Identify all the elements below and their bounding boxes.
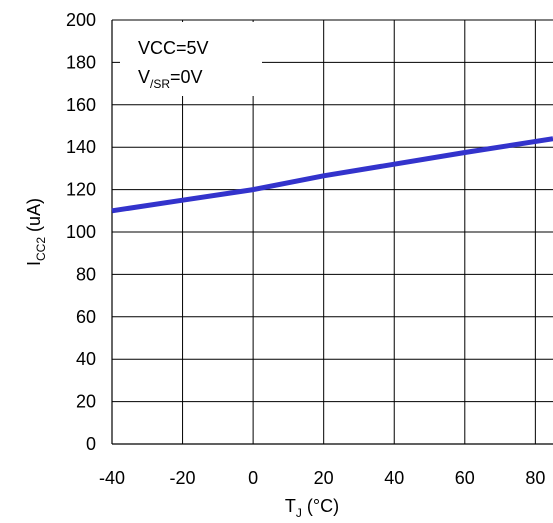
x-axis-label: TJ (°C) — [285, 496, 339, 520]
x-tick-label: 60 — [455, 468, 475, 488]
y-tick-label: 100 — [66, 222, 96, 242]
y-axis-ticks: 0 20 40 60 80 100 120 140 160 180 200 — [66, 10, 96, 454]
y-tick-label: 60 — [76, 307, 96, 327]
y-tick-label: 140 — [66, 137, 96, 157]
series-layer — [111, 136, 553, 214]
x-tick-label: 0 — [248, 468, 258, 488]
x-axis-ticks: -40 -20 0 20 40 60 80 — [99, 468, 545, 488]
annotation-box — [120, 22, 262, 96]
series-line-0 — [111, 136, 553, 214]
y-tick-label: 20 — [76, 392, 96, 412]
y-tick-label: 40 — [76, 349, 96, 369]
x-tick-label: -20 — [170, 468, 196, 488]
annotation-line-1: VCC=5V — [138, 38, 209, 58]
x-tick-label: 80 — [525, 468, 545, 488]
plot-frame — [111, 20, 553, 445]
y-tick-label: 80 — [76, 264, 96, 284]
grid — [112, 19, 553, 444]
y-tick-label: 200 — [66, 10, 96, 30]
x-tick-label: 20 — [314, 468, 334, 488]
y-tick-label: 160 — [66, 95, 96, 115]
y-axis-label: ICC2 (uA) — [24, 198, 48, 266]
annotation-line-2: V/SR=0V — [138, 67, 203, 91]
x-tick-label: -40 — [99, 468, 125, 488]
y-tick-label: 120 — [66, 180, 96, 200]
y-tick-label: 0 — [86, 434, 96, 454]
y-tick-label: 180 — [66, 52, 96, 72]
x-tick-label: 40 — [384, 468, 404, 488]
